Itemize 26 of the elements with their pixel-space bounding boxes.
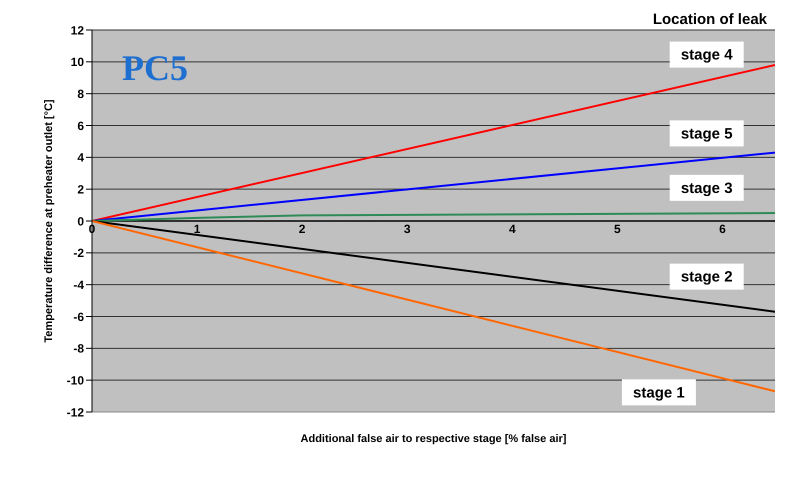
y-tick-label: 12: [70, 23, 84, 38]
y-tick-label: -6: [73, 310, 84, 324]
annotation: stage 2: [680, 268, 733, 286]
y-axis-title: Temperature difference at preheater outlet [°C]: [42, 99, 55, 343]
y-tick-label: 2: [77, 182, 84, 196]
x-tick-label: 3: [404, 222, 411, 236]
annotation: stage 4: [680, 46, 734, 64]
y-tick-label: 8: [77, 86, 84, 101]
annotation: stage 1: [633, 384, 685, 402]
y-tick-label: 4: [77, 150, 84, 165]
x-tick-label: 5: [614, 222, 622, 236]
y-tick-label: -4: [73, 278, 84, 292]
x-tick-label: 4: [508, 222, 516, 236]
y-tick-label: 6: [77, 118, 84, 133]
x-tick-label: 2: [298, 222, 306, 236]
annotation: stage 5: [680, 125, 733, 142]
x-tick-label: 6: [719, 222, 726, 236]
annotation: stage 3: [680, 180, 733, 197]
y-tick-label: -8: [73, 342, 84, 356]
legend-title: Location of leak: [652, 11, 768, 28]
y-tick-label: -12: [66, 405, 84, 420]
y-tick-label: -2: [73, 246, 84, 260]
y-tick-label: -10: [66, 373, 84, 388]
x-axis-title: Additional false air to respective stage [% false air]: [300, 433, 567, 445]
x-tick-label: 1: [194, 222, 201, 236]
y-tick-label: 10: [70, 55, 84, 70]
